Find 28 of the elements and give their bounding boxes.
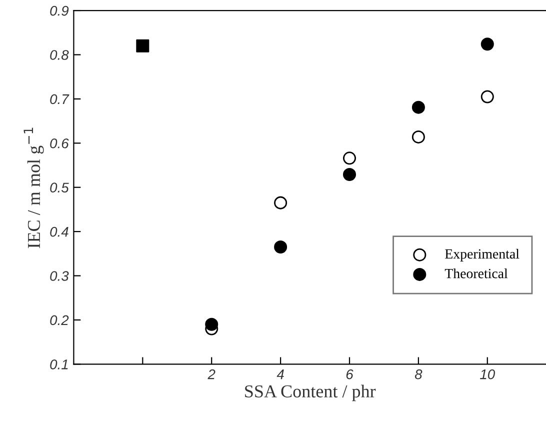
y-tick-label: 0.3 [50,271,69,281]
x-tick-label: 4 [276,370,284,380]
point [274,196,288,210]
point [480,38,494,51]
x-tick-label: 8 [414,369,422,380]
point [136,39,150,52]
x-tick-label: 6 [346,369,354,380]
y-tick-label: 0.7 [50,94,70,104]
point [205,318,218,331]
point [342,168,356,182]
y-tick-label: 0.8 [50,50,69,60]
y-axis-title: IEC / m mol g$^{−1}$ [24,128,44,248]
y-tick-label: 0.5 [50,182,69,193]
legend-label: Theoretical [444,268,508,278]
x-tick-label: 2 [208,369,216,380]
y-tick-label: 0.6 [50,138,69,148]
point [412,100,425,114]
point [342,152,356,165]
y-tick-label: 0.9 [50,6,69,16]
x-tick-label: 10 [480,369,496,380]
y-tick-label: 0.2 [50,315,69,326]
point [480,90,494,104]
y-tick-label: 0.4 [50,226,68,237]
x-axis-title: SSA Content / phr [245,384,376,402]
y-tick-label: 0.1 [50,360,68,370]
point [274,240,288,254]
point [412,130,425,144]
legend-label: Experimental [445,248,520,262]
